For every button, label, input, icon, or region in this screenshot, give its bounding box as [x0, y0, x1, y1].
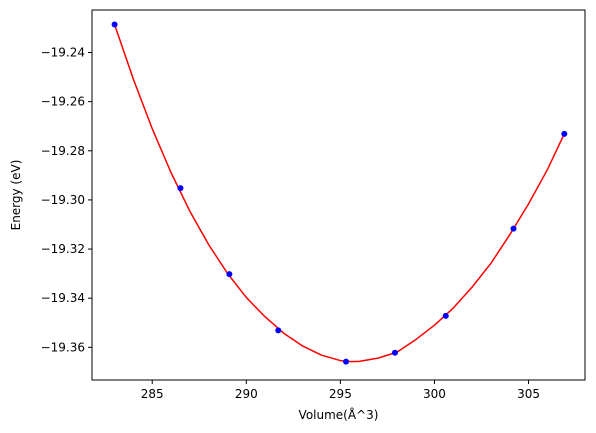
data-point [343, 358, 350, 365]
x-tick-label: 290 [235, 387, 258, 401]
y-tick-label: −19.36 [41, 340, 85, 354]
x-tick-label: 285 [141, 387, 164, 401]
data-point [177, 185, 184, 192]
x-axis: 285 290 295 300 305 [141, 380, 540, 401]
y-axis-label: Energy (eV) [9, 160, 23, 231]
x-tick-label: 300 [423, 387, 446, 401]
x-tick-label: 305 [517, 387, 540, 401]
data-point [275, 327, 282, 334]
x-tick-label: 295 [329, 387, 352, 401]
data-point [561, 130, 568, 137]
data-point [510, 225, 517, 232]
x-axis-label: Volume(Å^3) [299, 407, 379, 422]
y-tick-label: −19.32 [41, 242, 85, 256]
y-tick-label: −19.26 [41, 95, 85, 109]
plot-area [111, 21, 568, 365]
y-tick-label: −19.34 [41, 291, 85, 305]
data-point [111, 21, 118, 28]
y-axis: −19.24 −19.26 −19.28 −19.30 −19.32 −19.34 −19.… [41, 46, 92, 354]
axes-frame [91, 9, 586, 381]
y-tick-label: −19.24 [41, 46, 85, 60]
data-point [226, 271, 233, 278]
y-tick-label: −19.28 [41, 144, 85, 158]
data-point [442, 312, 449, 319]
data-point [391, 349, 398, 356]
y-tick-label: −19.30 [41, 193, 85, 207]
